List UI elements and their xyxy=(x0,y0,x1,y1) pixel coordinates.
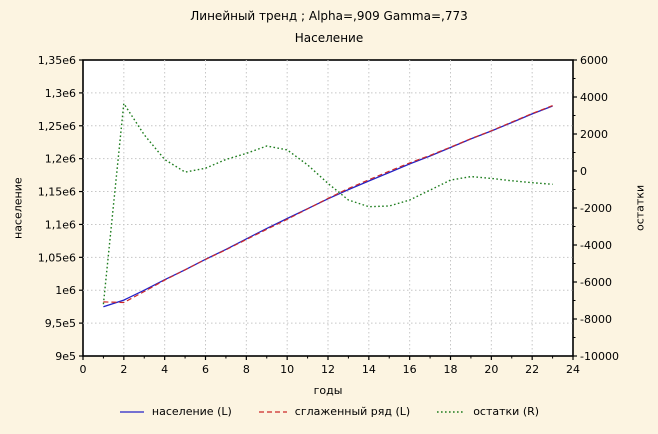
x-axis-tick-label: 2 xyxy=(120,363,127,376)
x-axis-tick-label: 6 xyxy=(202,363,209,376)
y-axis-left-tick-label: 1,1e6 xyxy=(45,218,76,231)
chart-title: Линейный тренд ; Alpha=,909 Gamma=,773 xyxy=(190,9,468,23)
x-axis-tick-label: 0 xyxy=(80,363,87,376)
x-axis-tick-label: 14 xyxy=(362,363,376,376)
legend-item-smoothed: сглаженный ряд (L) xyxy=(258,405,410,418)
legend-item-naselenie: население (L) xyxy=(119,405,232,418)
series-line-1 xyxy=(103,105,553,304)
y-axis-left-tick-label: 1,05e6 xyxy=(38,251,76,264)
legend-label: население (L) xyxy=(151,405,232,418)
x-axis-tick-label: 16 xyxy=(403,363,417,376)
x-axis-tick-label: 10 xyxy=(280,363,294,376)
y-axis-right-tick-label: -10000 xyxy=(580,350,619,363)
y-axis-right-tick-label: -6000 xyxy=(580,276,612,289)
x-axis-title: годы xyxy=(313,384,343,397)
y-axis-left-tick-label: 1,35e6 xyxy=(38,54,76,67)
x-axis-tick-label: 24 xyxy=(566,363,580,376)
y-axis-right-tick-label: -2000 xyxy=(580,202,612,215)
legend: население (L) сглаженный ряд (L) остатки… xyxy=(0,405,658,418)
y-axis-right-tick-label: -4000 xyxy=(580,239,612,252)
x-axis-tick-label: 22 xyxy=(525,363,539,376)
legend-label: сглаженный ряд (L) xyxy=(294,405,411,418)
legend-line-sample-dotted xyxy=(437,410,466,413)
x-axis-tick-label: 4 xyxy=(161,363,168,376)
y-axis-right-tick-label: 2000 xyxy=(580,128,608,141)
y-axis-left-tick-label: 1,25e6 xyxy=(38,120,76,133)
series-line-2 xyxy=(102,101,553,305)
y-axis-right-tick-label: 6000 xyxy=(580,54,608,67)
y-axis-right-tick-label: 4000 xyxy=(580,91,608,104)
legend-line-sample-dashed xyxy=(258,410,287,413)
y-axis-left-tick-label: 1,2e6 xyxy=(45,153,76,166)
legend-item-residuals: остатки (R) xyxy=(436,405,539,418)
y-axis-left-tick-label: 1,3e6 xyxy=(45,87,76,100)
x-axis-tick-label: 8 xyxy=(243,363,250,376)
y-axis-right-tick-label: 0 xyxy=(580,165,587,178)
y-axis-right-tick-label: -8000 xyxy=(580,313,612,326)
y-axis-left-tick-label: 9e5 xyxy=(55,350,76,363)
x-axis-tick-label: 20 xyxy=(484,363,498,376)
y-axis-left-tick-label: 1,15e6 xyxy=(38,186,76,199)
legend-line-sample-solid xyxy=(119,410,144,413)
x-axis-tick-label: 18 xyxy=(444,363,458,376)
chart-subtitle: Население xyxy=(294,31,364,45)
y-axis-left-tick-label: 1e6 xyxy=(55,284,76,297)
legend-label: остатки (R) xyxy=(473,405,540,418)
y-axis-left-tick-label: 9,5e5 xyxy=(45,317,76,330)
x-axis-tick-label: 12 xyxy=(321,363,335,376)
